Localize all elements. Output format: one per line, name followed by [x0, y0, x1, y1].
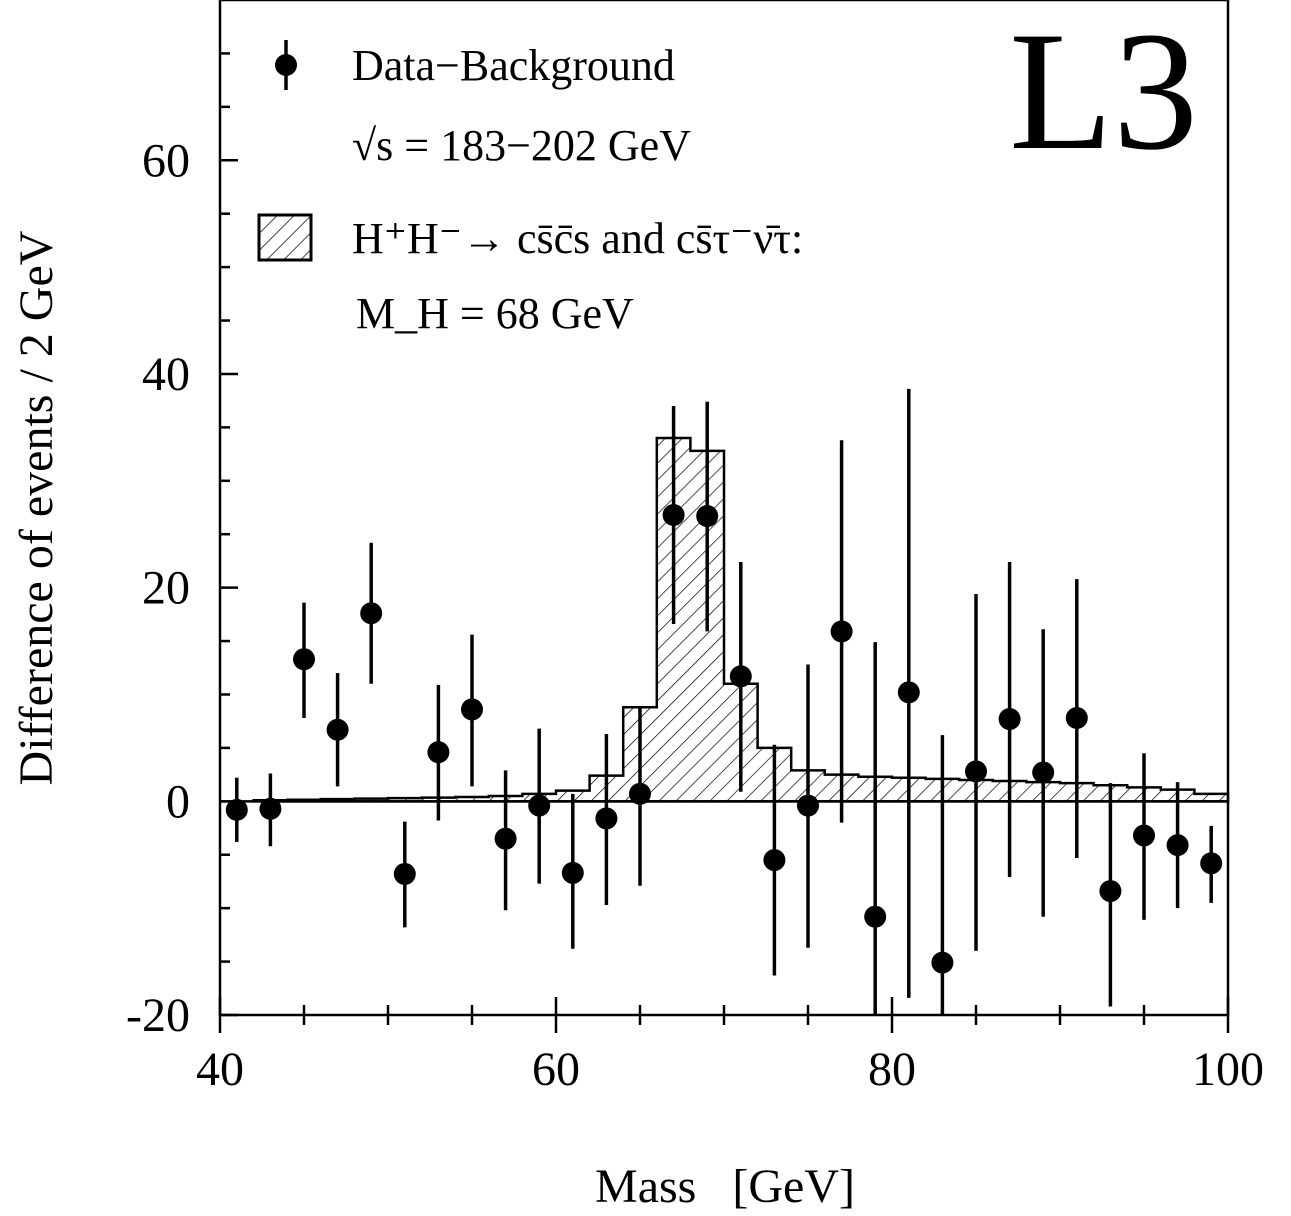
- data-point: [393, 862, 416, 885]
- y-tick-label: 40: [142, 348, 190, 401]
- legend-data-marker: [275, 54, 297, 76]
- x-axis-label: Mass [GeV]: [595, 1160, 855, 1213]
- data-point: [931, 951, 954, 974]
- y-tick-label: -20: [126, 989, 190, 1042]
- legend-mass-label: M_H = 68 GeV: [356, 289, 634, 338]
- experiment-logo: L3: [1009, 0, 1198, 185]
- data-point: [528, 794, 551, 817]
- legend-energy-label: √s = 183−202 GeV: [352, 121, 691, 170]
- data-point: [763, 849, 786, 872]
- x-tick-label: 100: [1192, 1043, 1264, 1096]
- data-point: [561, 861, 584, 884]
- data-point: [360, 602, 383, 625]
- data-point: [293, 648, 315, 671]
- y-tick-label: 0: [166, 775, 190, 828]
- x-tick-label: 60: [532, 1043, 580, 1096]
- data-point: [1032, 761, 1055, 784]
- x-tick-label: 80: [868, 1043, 916, 1096]
- data-point: [965, 760, 987, 783]
- data-point: [1133, 824, 1155, 847]
- data-point: [1166, 834, 1189, 857]
- x-tick-label: 40: [196, 1043, 244, 1096]
- data-point: [629, 782, 651, 805]
- y-axis-label: Difference of events / 2 GeV: [10, 230, 63, 785]
- legend: Data−Background √s = 183−202 GeV H⁺H⁻→ c…: [257, 40, 803, 338]
- y-tick-label: 60: [142, 134, 190, 187]
- data-point: [830, 620, 853, 643]
- legend-signal-swatch: [257, 213, 313, 262]
- tick-labels: 40 60 80 100 -20 0 20 40 60: [126, 134, 1264, 1096]
- y-tick-label: 20: [142, 562, 190, 615]
- data-point: [494, 827, 517, 850]
- data-point: [998, 708, 1021, 731]
- data-points: [225, 388, 1223, 1015]
- data-point: [662, 503, 685, 526]
- data-point: [864, 905, 887, 928]
- data-point: [1200, 852, 1223, 875]
- data-point: [595, 807, 618, 830]
- legend-signal-label: H⁺H⁻→ cs̄c̄s and cs̄τ⁻ν̄τ:: [352, 214, 803, 263]
- data-point: [1099, 880, 1122, 903]
- data-point: [225, 798, 248, 821]
- data-point: [461, 698, 483, 721]
- data-point: [696, 505, 719, 528]
- data-point: [326, 718, 349, 741]
- data-point: [897, 681, 920, 704]
- data-point: [427, 741, 450, 764]
- data-point: [797, 794, 819, 817]
- data-point: [729, 665, 752, 688]
- data-point: [1065, 706, 1088, 729]
- legend-data-label: Data−Background: [352, 41, 675, 90]
- data-point: [259, 797, 282, 820]
- axis-ticks: [218, 52, 1230, 1033]
